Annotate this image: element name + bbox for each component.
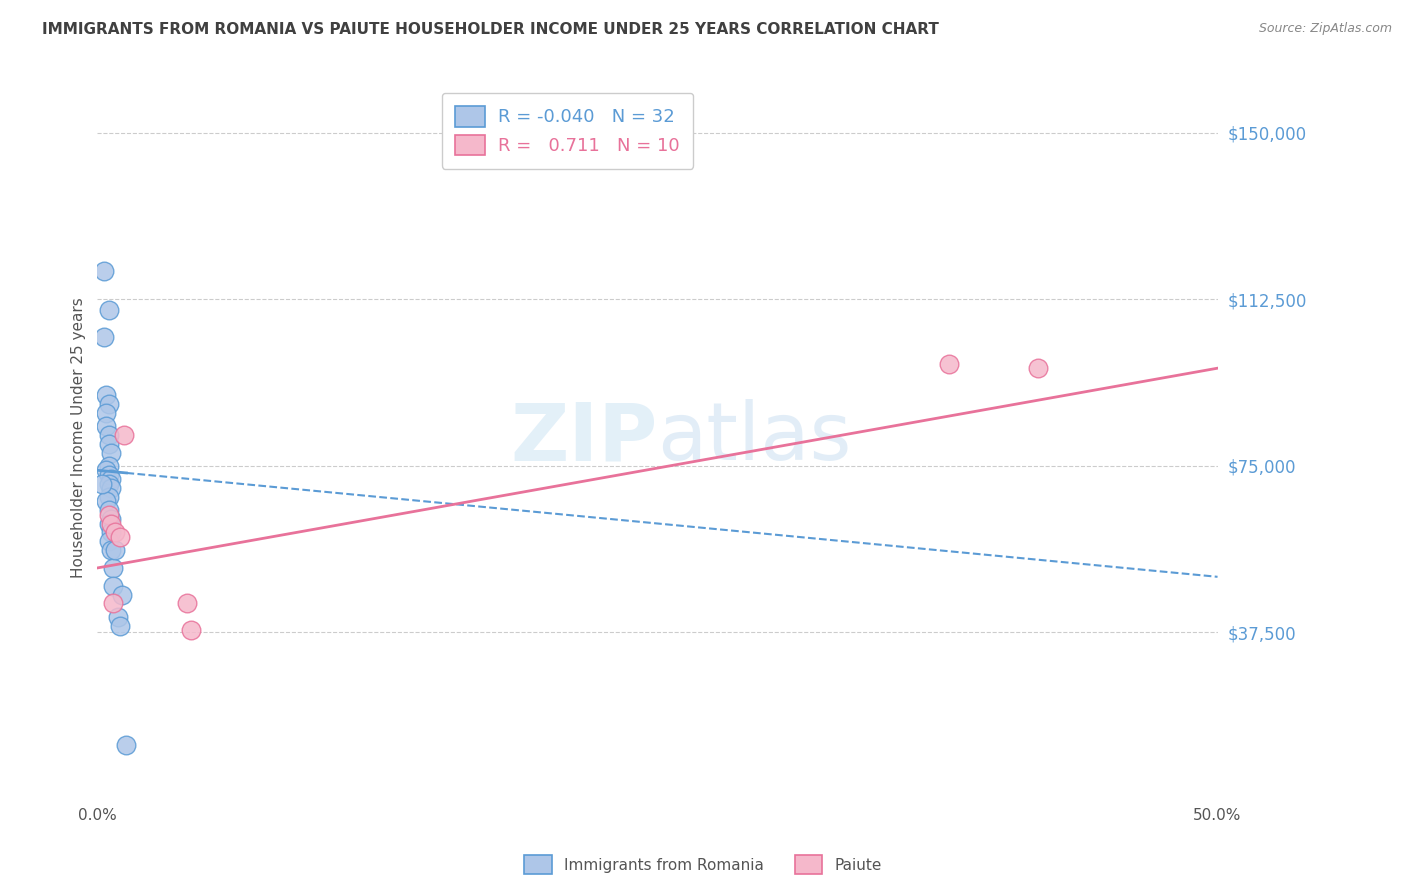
Point: [111, 588, 134, 602]
Point: [96, 494, 118, 508]
Point: [104, 525, 127, 540]
Point: [97, 397, 120, 411]
Point: [1026, 361, 1049, 376]
Point: [100, 512, 122, 526]
Point: [112, 427, 135, 442]
Point: [97, 427, 120, 442]
Point: [97, 503, 120, 517]
Point: [97, 516, 120, 531]
Point: [101, 597, 124, 611]
Point: [96, 418, 118, 433]
Y-axis label: Householder Income Under 25 years: Householder Income Under 25 years: [72, 298, 86, 579]
Point: [96, 388, 118, 402]
Point: [97, 490, 120, 504]
Point: [108, 530, 131, 544]
Point: [176, 597, 198, 611]
Point: [104, 543, 127, 558]
Text: atlas: atlas: [658, 399, 852, 477]
Point: [97, 476, 120, 491]
Point: [100, 481, 122, 495]
Point: [97, 303, 120, 318]
Point: [93, 263, 115, 277]
Point: [97, 508, 120, 522]
Point: [115, 739, 138, 753]
Text: IMMIGRANTS FROM ROMANIA VS PAIUTE HOUSEHOLDER INCOME UNDER 25 YEARS CORRELATION : IMMIGRANTS FROM ROMANIA VS PAIUTE HOUSEH…: [42, 22, 939, 37]
Legend: Immigrants from Romania, Paiute: Immigrants from Romania, Paiute: [519, 849, 887, 880]
Point: [100, 525, 122, 540]
Point: [100, 472, 122, 486]
Point: [100, 543, 122, 558]
Point: [938, 357, 960, 371]
Point: [93, 330, 115, 344]
Point: [96, 463, 118, 477]
Point: [107, 609, 129, 624]
Text: ZIP: ZIP: [510, 399, 658, 477]
Legend: R = -0.040   N = 32, R =   0.711   N = 10: R = -0.040 N = 32, R = 0.711 N = 10: [441, 93, 693, 169]
Point: [97, 436, 120, 450]
Point: [97, 534, 120, 549]
Point: [180, 623, 202, 637]
Point: [97, 467, 120, 482]
Point: [100, 516, 122, 531]
Point: [96, 406, 118, 420]
Point: [101, 561, 124, 575]
Point: [101, 579, 124, 593]
Point: [100, 445, 122, 459]
Text: Source: ZipAtlas.com: Source: ZipAtlas.com: [1258, 22, 1392, 36]
Point: [97, 458, 120, 473]
Point: [90, 476, 112, 491]
Point: [108, 618, 131, 632]
